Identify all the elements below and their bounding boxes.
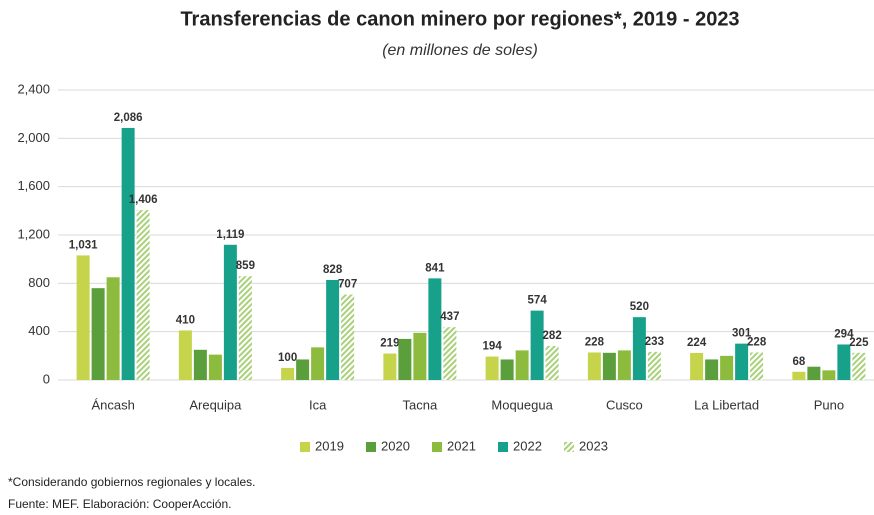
y-tick-label: 1,200 — [17, 226, 50, 241]
value-label: 228 — [585, 336, 605, 348]
bar — [341, 294, 355, 380]
bar — [705, 359, 719, 380]
value-label: 520 — [630, 301, 649, 313]
chart-title: Transferencias de canon minero por regio… — [180, 8, 739, 30]
legend-swatch — [564, 442, 574, 452]
legend-label: 2020 — [381, 438, 410, 453]
y-tick-label: 0 — [43, 371, 50, 386]
bar — [792, 371, 806, 380]
bar — [587, 352, 601, 380]
value-label: 437 — [440, 311, 459, 323]
bar — [837, 344, 851, 380]
bar — [852, 352, 866, 380]
legend-label: 2022 — [513, 438, 542, 453]
value-label: 410 — [176, 314, 195, 326]
legend-label: 2023 — [579, 438, 608, 453]
bar — [238, 276, 252, 380]
bar — [91, 288, 105, 380]
y-tick-label: 400 — [28, 323, 50, 338]
y-tick-label: 2,000 — [17, 130, 50, 145]
bar — [223, 244, 237, 380]
value-label: 233 — [645, 336, 664, 348]
value-label: 194 — [483, 341, 503, 353]
bar — [735, 343, 749, 380]
x-tick-label: Tacna — [403, 397, 438, 412]
x-tick-label: Arequipa — [189, 397, 242, 412]
legend-swatch — [498, 442, 508, 452]
value-label: 282 — [543, 330, 562, 342]
x-tick-label: La Libertad — [694, 397, 759, 412]
value-label: 1,406 — [129, 194, 158, 206]
bar — [281, 367, 295, 380]
bar — [602, 352, 616, 380]
chart-subtitle: (en millones de soles) — [382, 42, 538, 59]
footnote: *Considerando gobiernos regionales y loc… — [8, 475, 256, 489]
legend-swatch — [432, 442, 442, 452]
value-label: 68 — [792, 356, 805, 368]
value-label: 841 — [425, 262, 445, 274]
bar — [545, 345, 559, 380]
x-tick-label: Áncash — [91, 397, 134, 412]
value-label: 301 — [732, 328, 752, 340]
bar — [515, 350, 529, 380]
bar — [193, 349, 207, 380]
y-tick-label: 800 — [28, 275, 50, 290]
value-label: 1,119 — [216, 229, 244, 241]
value-label: 294 — [834, 329, 854, 341]
bar — [296, 359, 310, 380]
y-tick-label: 1,600 — [17, 178, 50, 193]
value-label: 707 — [338, 279, 357, 291]
bar — [398, 338, 412, 380]
legend-swatch — [300, 442, 310, 452]
legend-label: 2019 — [315, 438, 344, 453]
value-label: 100 — [278, 352, 297, 364]
bar — [136, 210, 150, 380]
bar — [178, 330, 192, 380]
value-label: 828 — [323, 264, 343, 276]
bar — [383, 353, 397, 380]
x-tick-label: Puno — [814, 397, 844, 412]
value-label: 224 — [687, 337, 707, 349]
bar — [720, 355, 734, 380]
bar — [485, 356, 499, 380]
bar — [647, 351, 661, 380]
bar — [632, 317, 646, 380]
bar — [443, 327, 457, 380]
value-label: 219 — [380, 338, 399, 350]
x-tick-label: Ica — [309, 397, 327, 412]
value-label: 859 — [236, 260, 255, 272]
bar — [326, 279, 340, 380]
x-tick-label: Moquegua — [491, 397, 553, 412]
x-tick-label: Cusco — [606, 397, 643, 412]
legend-label: 2021 — [447, 438, 476, 453]
value-label: 225 — [849, 337, 869, 349]
value-label: 228 — [747, 336, 767, 348]
bar — [428, 278, 442, 380]
source: Fuente: MEF. Elaboración: CooperAcción. — [8, 497, 231, 511]
bar — [413, 332, 427, 380]
bar — [208, 354, 222, 380]
bar — [530, 310, 544, 380]
bar — [500, 359, 514, 380]
bar — [121, 127, 135, 380]
bar — [807, 366, 821, 380]
value-label: 1,031 — [69, 239, 98, 251]
bar — [690, 352, 704, 380]
bar — [617, 350, 631, 380]
value-label: 2,086 — [114, 112, 143, 124]
bar — [822, 370, 836, 380]
y-tick-label: 2,400 — [17, 81, 50, 96]
legend-swatch — [366, 442, 376, 452]
bar — [106, 277, 120, 380]
bar — [750, 352, 764, 380]
value-label: 574 — [528, 295, 548, 307]
bar — [311, 347, 325, 380]
bar — [76, 255, 90, 380]
